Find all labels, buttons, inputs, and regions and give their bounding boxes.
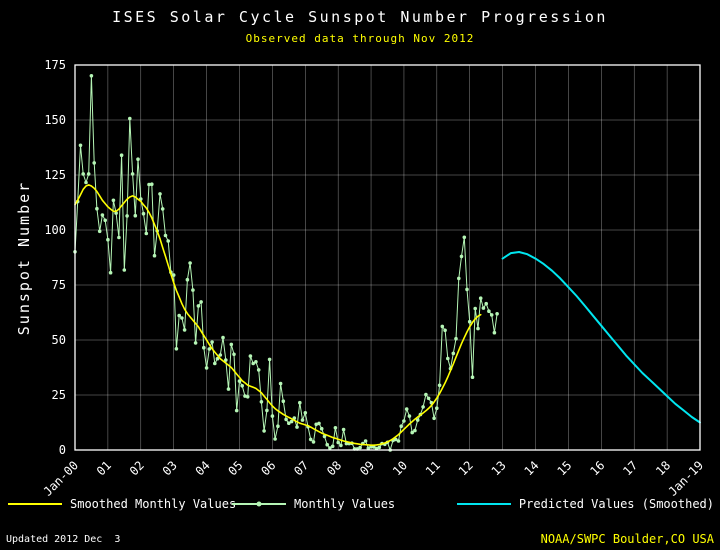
page-title: ISES Solar Cycle Sunspot Number Progress… bbox=[112, 8, 608, 26]
svg-text:17: 17 bbox=[620, 458, 640, 478]
svg-text:15: 15 bbox=[554, 458, 574, 478]
chart-subtitle: Observed data through Nov 2012 bbox=[245, 32, 475, 45]
svg-text:09: 09 bbox=[357, 458, 377, 478]
legend-item-predicted: Predicted Values (Smoothed) bbox=[456, 497, 714, 511]
svg-text:75: 75 bbox=[52, 278, 66, 292]
svg-text:16: 16 bbox=[587, 458, 607, 478]
legend-item-monthly: Monthly Values bbox=[232, 497, 395, 511]
monthly-dot-marker bbox=[256, 501, 262, 507]
predicted-line-swatch bbox=[456, 503, 511, 505]
svg-text:150: 150 bbox=[44, 113, 66, 127]
legend-label-monthly: Monthly Values bbox=[294, 497, 396, 511]
svg-text:04: 04 bbox=[193, 458, 213, 478]
svg-text:06: 06 bbox=[258, 458, 278, 478]
svg-text:175: 175 bbox=[44, 58, 66, 72]
svg-text:02: 02 bbox=[127, 458, 147, 478]
svg-text:07: 07 bbox=[291, 458, 311, 478]
svg-text:Jan-19: Jan-19 bbox=[666, 458, 707, 499]
svg-text:18: 18 bbox=[653, 458, 673, 478]
svg-text:0: 0 bbox=[59, 443, 66, 457]
svg-text:100: 100 bbox=[44, 223, 66, 237]
svg-text:50: 50 bbox=[52, 333, 66, 347]
smoothed-line-swatch bbox=[8, 503, 62, 505]
svg-text:125: 125 bbox=[44, 168, 66, 182]
legend: Smoothed Monthly Values Monthly Values P… bbox=[0, 497, 720, 515]
legend-label-smoothed: Smoothed Monthly Values bbox=[70, 497, 237, 511]
legend-label-predicted: Predicted Values (Smoothed) bbox=[518, 497, 714, 511]
noaa-credit: NOAA/SWPC Boulder,CO USA bbox=[540, 532, 714, 546]
monthly-line-swatch bbox=[232, 501, 286, 507]
svg-text:13: 13 bbox=[489, 458, 509, 478]
svg-text:Jan-00: Jan-00 bbox=[41, 458, 82, 499]
svg-text:05: 05 bbox=[225, 458, 245, 478]
svg-text:01: 01 bbox=[94, 458, 114, 478]
svg-text:08: 08 bbox=[324, 458, 344, 478]
svg-text:11: 11 bbox=[423, 458, 443, 478]
svg-text:03: 03 bbox=[160, 458, 180, 478]
svg-text:12: 12 bbox=[456, 458, 476, 478]
updated-timestamp: Updated 2012 Dec 3 bbox=[6, 534, 121, 545]
svg-text:10: 10 bbox=[390, 458, 410, 478]
legend-item-smoothed: Smoothed Monthly Values bbox=[8, 497, 236, 511]
svg-text:14: 14 bbox=[522, 458, 542, 478]
svg-text:25: 25 bbox=[52, 388, 66, 402]
